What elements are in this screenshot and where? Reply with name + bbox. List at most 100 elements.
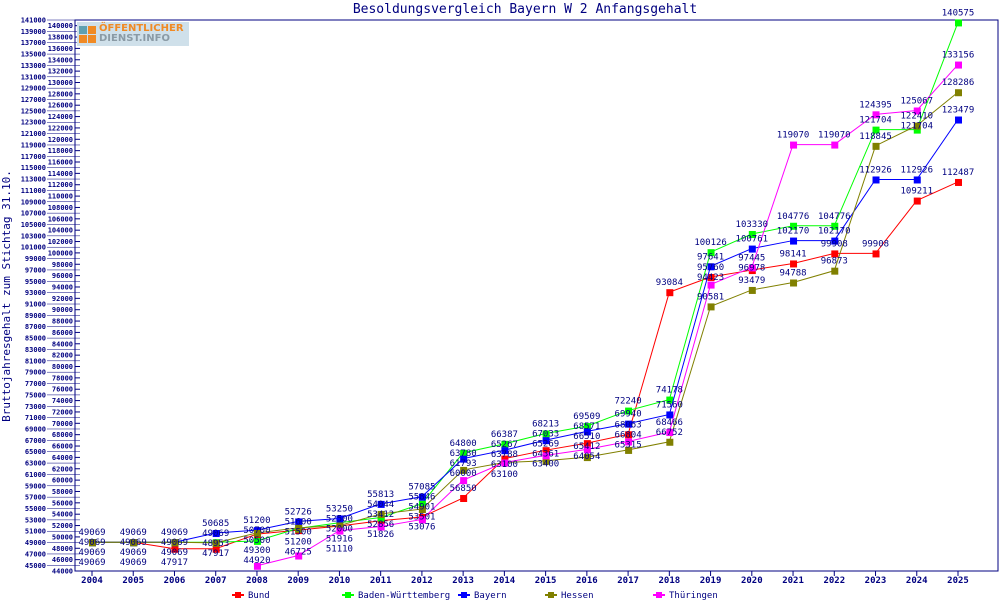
data-point [418,516,426,524]
data-label: 54901 [408,503,435,513]
data-point [542,447,550,455]
y-tick-label: 77000 [25,380,46,388]
y-tick-label: 115000 [21,164,46,172]
data-point [955,89,962,97]
x-tick-label: 2017 [617,576,639,586]
data-label: 69940 [615,410,642,420]
data-point [212,539,220,547]
data-label: 53250 [326,504,353,514]
data-point [460,495,468,503]
data-point [542,430,550,438]
data-label: 50685 [202,519,229,529]
data-point [253,562,261,570]
data-label: 56850 [450,484,477,494]
y-tick-label: 131000 [21,73,46,81]
data-label: 49069 [78,528,105,538]
y-tick-label: 85000 [25,335,46,343]
y-tick-label: 125000 [21,107,46,115]
data-point [460,449,468,457]
y-tick-label: 93000 [25,289,46,297]
data-label: 121704 [859,116,892,126]
data-point [460,466,468,474]
data-label: 65412 [573,442,600,452]
data-label: 109211 [901,187,934,197]
y-tick-label: 57000 [25,494,46,502]
y-tick-label: 110000 [48,193,73,201]
data-point [790,279,798,287]
x-tick-label: 2023 [865,576,887,586]
data-point [583,428,591,436]
data-point [171,545,179,553]
y-tick-label: 113000 [21,176,46,184]
data-label: 119070 [818,131,851,141]
legend-label: Bund [248,591,270,600]
data-label: 51916 [326,534,353,544]
data-point [625,420,633,428]
y-tick-label: 91000 [25,301,46,309]
y-tick-label: 62000 [52,465,73,473]
data-label: 49069 [120,548,147,558]
series-line-Bund [92,181,959,550]
data-point [212,545,220,553]
y-tick-label: 104000 [48,227,73,235]
x-tick-label: 2019 [700,576,722,586]
x-tick-label: 2004 [81,576,103,586]
data-label: 51200 [285,537,312,547]
data-label: 48953 [202,539,229,549]
data-label: 55846 [408,493,435,503]
y-tick-label: 120000 [48,136,73,144]
data-label: 52500 [326,514,353,524]
x-tick-label: 2020 [741,576,763,586]
y-tick-label: 74000 [52,397,73,405]
data-label: 53076 [408,523,435,533]
data-point [253,537,261,545]
y-tick-label: 47000 [25,550,46,558]
data-label: 97641 [697,252,724,262]
data-label: 51500 [285,527,312,537]
data-point [336,515,344,523]
y-tick-label: 116000 [48,159,73,167]
y-tick-label: 45000 [25,562,46,570]
data-point [295,524,303,532]
data-label: 65267 [491,440,518,450]
data-point [666,429,674,437]
data-point [707,281,715,289]
y-tick-label: 49000 [25,539,46,547]
legend: Bund Baden-Württemberg Bayern Hessen Thüring… [232,591,718,600]
y-tick-label: 63000 [25,460,46,468]
data-point [501,459,509,467]
data-point [625,431,633,439]
data-label: 94423 [697,273,724,283]
data-label: 122410 [901,112,934,122]
y-tick-label: 65000 [25,448,46,456]
y-tick-label: 61000 [25,471,46,479]
data-label: 68213 [532,419,559,429]
x-tick-label: 2013 [452,576,474,586]
y-tick-label: 79000 [25,369,46,377]
logo-line2: DIENST.INFO [99,33,170,44]
x-tick-label: 2025 [947,576,969,586]
y-tick-label: 117000 [21,153,46,161]
y-tick-label: 92000 [52,295,73,303]
y-tick-label: 51000 [25,528,46,536]
data-label: 50500 [243,536,270,546]
data-point [955,61,962,69]
y-tick-label: 58000 [52,488,73,496]
y-tick-label: 122000 [48,124,73,132]
legend-marker [235,592,241,598]
data-label: 52000 [326,524,353,534]
data-label: 72240 [615,397,642,407]
data-point [748,245,756,253]
data-label: 51110 [326,544,353,554]
y-tick-label: 59000 [25,482,46,490]
data-label: 52726 [285,507,312,517]
series-line-Bayern [92,119,959,543]
data-label: 123479 [942,106,975,116]
y-tick-label: 139000 [21,28,46,36]
data-point [336,527,344,535]
y-tick-label: 128000 [48,90,73,98]
y-tick-label: 101000 [21,244,46,252]
data-point [831,222,839,230]
y-tick-label: 60000 [52,477,73,485]
